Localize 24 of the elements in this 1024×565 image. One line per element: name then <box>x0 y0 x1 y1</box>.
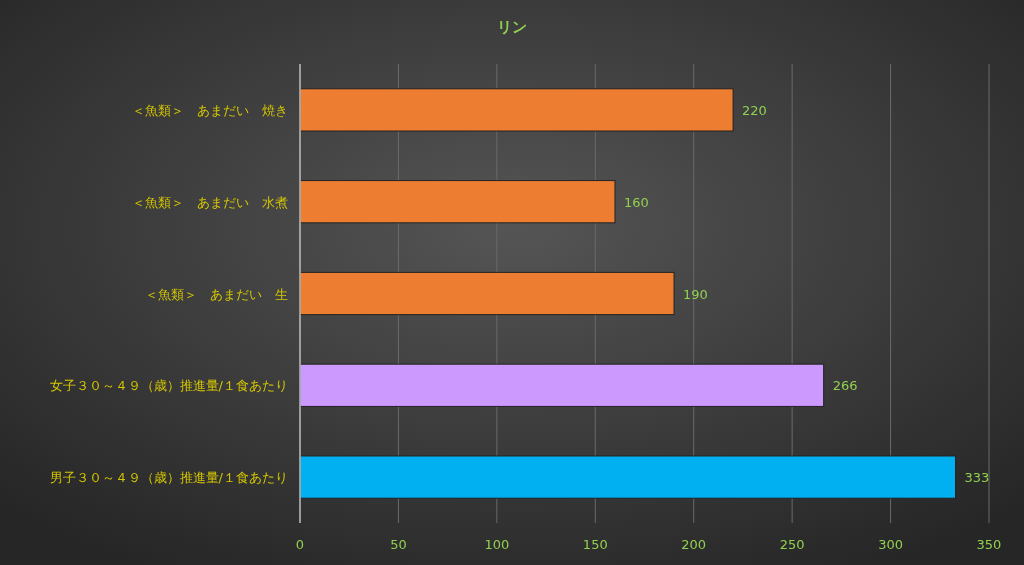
x-tick-label: 200 <box>681 537 707 552</box>
data-label: 160 <box>623 194 649 210</box>
bar <box>299 180 616 224</box>
x-tick-label: 250 <box>779 537 805 552</box>
y-tick-label: ＜魚類＞ あまだい 水煮 <box>132 194 288 210</box>
x-tick-label: 0 <box>295 537 305 552</box>
y-tick-label: ＜魚類＞ あまだい 生 <box>145 286 288 302</box>
y-tick-label: 男子３０～４９（歳）推進量/１食あたり <box>49 470 288 486</box>
bar <box>299 271 675 316</box>
x-tick-label: 350 <box>976 537 1002 552</box>
y-tick-label: ＜魚類＞ あまだい 焼き <box>132 102 288 118</box>
bar <box>299 88 734 132</box>
y-tick-label: 女子３０～４９（歳）推進量/１食あたり <box>49 378 288 394</box>
data-label: 333 <box>964 470 990 486</box>
chart-title: リン <box>497 18 527 36</box>
data-label: 220 <box>742 102 767 118</box>
x-tick-label: 300 <box>878 537 903 552</box>
bar <box>299 363 825 407</box>
x-tick-label: 100 <box>484 537 510 552</box>
data-label: 190 <box>683 286 708 302</box>
x-tick-label: 50 <box>390 537 407 552</box>
data-label: 266 <box>832 378 858 394</box>
bar <box>299 455 957 499</box>
x-tick-label: 150 <box>582 537 608 552</box>
